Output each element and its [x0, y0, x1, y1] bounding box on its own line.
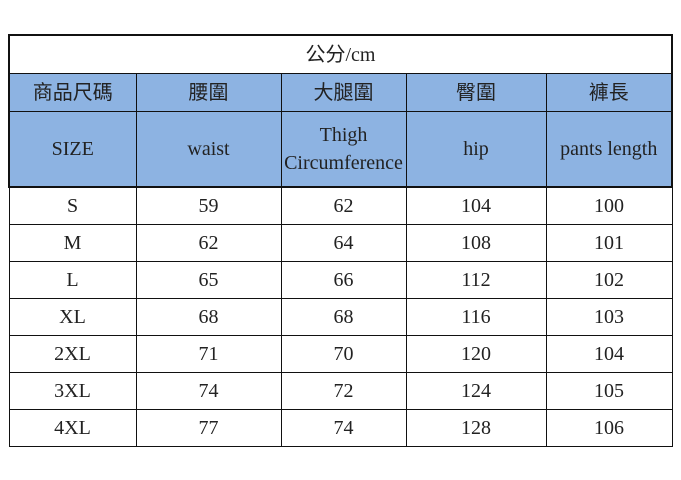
cell-waist: 77: [135, 409, 282, 447]
cell-hip: 128: [405, 409, 547, 447]
cell-thigh: 68: [280, 298, 407, 336]
cell-thigh: 64: [280, 224, 407, 262]
cell-thigh: 66: [280, 261, 407, 299]
table-title: 公分/cm: [8, 34, 673, 74]
cell-waist: 74: [135, 372, 282, 410]
size-table: 公分/cm 商品尺碼 腰圍 大腿圍 臀圍 褲長 SIZE waist Thigh…: [8, 34, 673, 447]
header-row-en: SIZE waist Thigh Circumference hip pants…: [8, 111, 673, 188]
cell-hip: 124: [405, 372, 547, 410]
cell-size: 2XL: [8, 335, 137, 373]
table-row: 3XL 74 72 124 105: [8, 372, 673, 410]
table-row: 4XL 77 74 128 106: [8, 409, 673, 447]
cell-waist: 65: [135, 261, 282, 299]
table-row: M 62 64 108 101: [8, 224, 673, 262]
header-thigh-zh: 大腿圍: [280, 73, 407, 112]
cell-waist: 59: [135, 186, 282, 225]
header-waist-zh: 腰圍: [135, 73, 282, 112]
cell-waist: 71: [135, 335, 282, 373]
cell-hip: 108: [405, 224, 547, 262]
table-row: S 59 62 104 100: [8, 186, 673, 225]
cell-size: 4XL: [8, 409, 137, 447]
header-size-en: SIZE: [8, 111, 137, 188]
header-hip-zh: 臀圍: [405, 73, 547, 112]
cell-waist: 62: [135, 224, 282, 262]
table-row: L 65 66 112 102: [8, 261, 673, 299]
cell-length: 104: [545, 335, 673, 373]
cell-hip: 104: [405, 186, 547, 225]
cell-waist: 68: [135, 298, 282, 336]
cell-hip: 112: [405, 261, 547, 299]
header-waist-en: waist: [135, 111, 282, 188]
cell-length: 102: [545, 261, 673, 299]
cell-size: L: [8, 261, 137, 299]
cell-length: 105: [545, 372, 673, 410]
size-chart: 公分/cm 商品尺碼 腰圍 大腿圍 臀圍 褲長 SIZE waist Thigh…: [8, 34, 673, 447]
cell-hip: 120: [405, 335, 547, 373]
cell-hip: 116: [405, 298, 547, 336]
cell-length: 101: [545, 224, 673, 262]
header-size-zh: 商品尺碼: [8, 73, 137, 112]
header-length-en: pants length: [545, 111, 673, 188]
cell-thigh: 72: [280, 372, 407, 410]
header-thigh-en: Thigh Circumference: [280, 111, 407, 188]
cell-size: 3XL: [8, 372, 137, 410]
cell-size: M: [8, 224, 137, 262]
cell-length: 100: [545, 186, 673, 225]
cell-size: XL: [8, 298, 137, 336]
cell-length: 106: [545, 409, 673, 447]
cell-thigh: 70: [280, 335, 407, 373]
cell-thigh: 74: [280, 409, 407, 447]
header-hip-en: hip: [405, 111, 547, 188]
cell-size: S: [8, 186, 137, 225]
cell-length: 103: [545, 298, 673, 336]
cell-thigh: 62: [280, 186, 407, 225]
header-length-zh: 褲長: [545, 73, 673, 112]
table-row: XL 68 68 116 103: [8, 298, 673, 336]
header-row-zh: 商品尺碼 腰圍 大腿圍 臀圍 褲長: [8, 73, 673, 112]
table-row: 2XL 71 70 120 104: [8, 335, 673, 373]
